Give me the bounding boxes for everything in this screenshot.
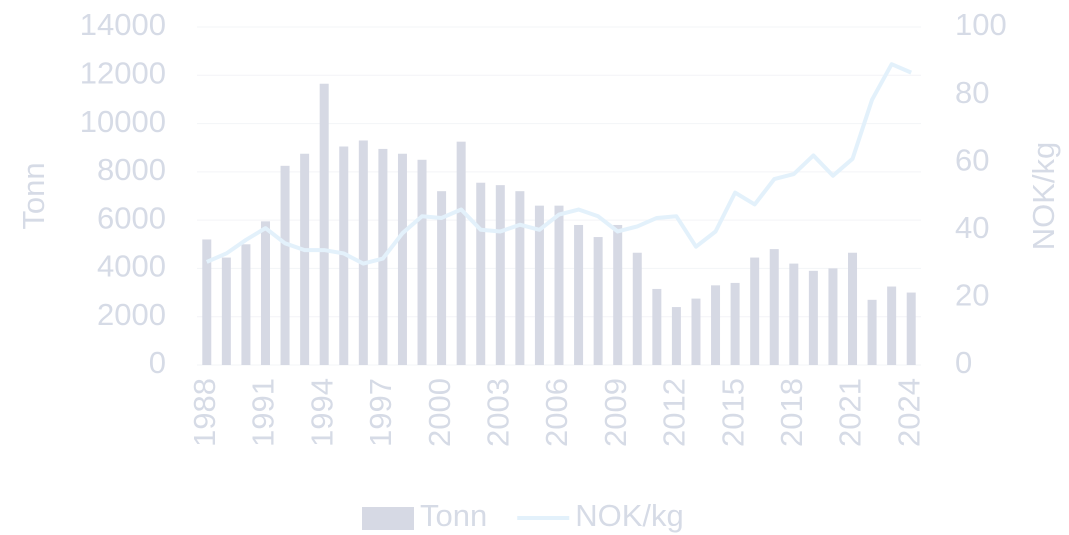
bar <box>730 282 740 365</box>
bar <box>887 286 897 365</box>
bar <box>613 224 623 365</box>
x-tick-label: 2018 <box>774 378 809 447</box>
bar <box>671 307 681 365</box>
bar <box>750 257 760 365</box>
legend-swatch <box>362 507 414 530</box>
x-tick-label: 1988 <box>187 378 222 447</box>
bar <box>456 141 466 365</box>
bar <box>632 252 642 365</box>
y2-tick-label: 0 <box>955 345 972 380</box>
y2-tick-label: 40 <box>955 210 989 245</box>
x-tick-label: 2006 <box>539 378 574 447</box>
x-tick-label: 2000 <box>422 378 457 447</box>
y-tick-label: 2000 <box>97 297 166 332</box>
bar <box>828 268 838 365</box>
bar <box>789 263 799 365</box>
y-tick-label: 6000 <box>97 200 166 235</box>
bar <box>652 288 662 365</box>
y2-axis-label: NOK/kg <box>1026 142 1061 251</box>
bar <box>300 153 310 365</box>
y-tick-label: 12000 <box>80 55 166 90</box>
y-tick-label: 8000 <box>97 152 166 187</box>
bar <box>554 205 564 365</box>
bar <box>574 224 584 365</box>
y-tick-label: 14000 <box>80 7 166 42</box>
bar <box>437 191 447 365</box>
bar <box>397 153 407 365</box>
y-tick-label: 10000 <box>80 104 166 139</box>
bar <box>515 191 525 365</box>
y-axis-label: Tonn <box>16 162 51 229</box>
y-tick-label: 4000 <box>97 249 166 284</box>
x-tick-label: 2021 <box>833 378 868 447</box>
bar <box>476 182 486 365</box>
bar <box>808 270 818 365</box>
bar <box>495 185 505 365</box>
y-tick-label: 0 <box>149 345 166 380</box>
bar <box>319 83 329 365</box>
x-tick-label: 2015 <box>715 378 750 447</box>
x-tick-label: 2009 <box>598 378 633 447</box>
bar <box>906 292 916 365</box>
bar <box>358 140 368 365</box>
bar <box>339 146 349 365</box>
x-tick-label: 1991 <box>246 378 281 447</box>
y2-tick-label: 60 <box>955 142 989 177</box>
bar <box>691 298 701 365</box>
x-tick-label: 2003 <box>480 378 515 447</box>
bar <box>221 257 231 365</box>
y2-tick-label: 20 <box>955 278 989 313</box>
bar <box>417 159 427 365</box>
legend-label: NOK/kg <box>575 498 684 533</box>
x-tick-label: 2012 <box>657 378 692 447</box>
bar <box>202 239 212 365</box>
bar <box>769 249 779 365</box>
bar <box>241 244 251 365</box>
y2-tick-label: 80 <box>955 75 989 110</box>
x-tick-label: 1994 <box>304 378 339 447</box>
bar <box>260 221 270 365</box>
line <box>205 62 913 266</box>
bar <box>534 205 544 365</box>
bar <box>848 252 858 365</box>
x-tick-label: 1997 <box>363 378 398 447</box>
y2-tick-label: 100 <box>955 7 1007 42</box>
bar <box>711 285 721 365</box>
x-tick-label: 2024 <box>891 378 926 447</box>
legend-label: Tonn <box>420 498 487 533</box>
bar <box>867 299 877 365</box>
bar <box>593 237 603 365</box>
bar <box>280 165 290 365</box>
